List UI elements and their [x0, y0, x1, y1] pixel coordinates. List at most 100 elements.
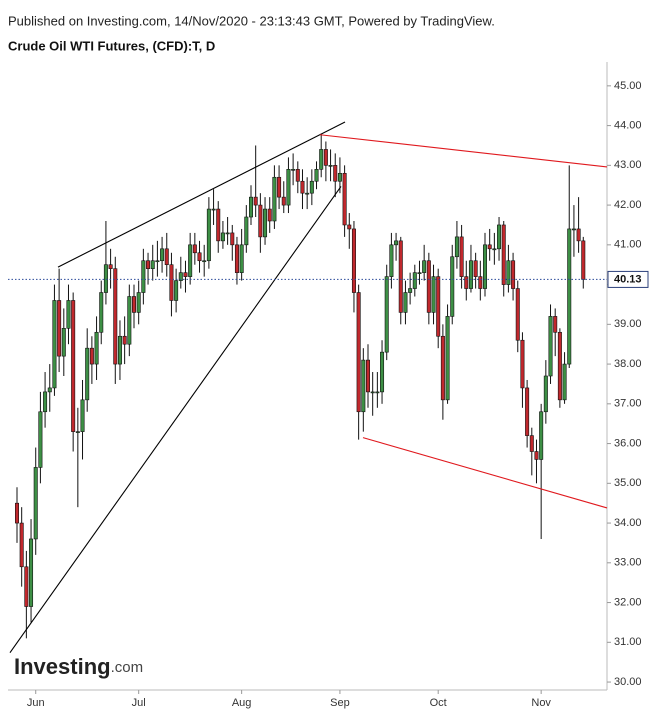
trend-line	[319, 134, 608, 168]
candle-body	[202, 260, 207, 263]
candle-body	[501, 224, 506, 285]
published-line: Published on Investing.com, 14/Nov/2020 …	[8, 13, 495, 28]
candle-body	[249, 196, 254, 218]
candle-body	[581, 240, 586, 280]
candle-body	[548, 316, 553, 377]
candle-body	[309, 180, 314, 194]
candle-body	[417, 272, 422, 274]
candle-body	[206, 208, 211, 262]
candle-body	[197, 252, 202, 262]
candle-body	[85, 347, 90, 401]
candle-body	[19, 522, 24, 568]
candle-body	[506, 260, 511, 285]
candle-body	[178, 272, 183, 281]
candle-body	[450, 256, 455, 317]
candle-body	[220, 232, 225, 242]
candle-body	[403, 292, 408, 313]
candle-body	[192, 244, 197, 254]
candle-body	[520, 339, 525, 389]
candle-body	[356, 292, 361, 413]
candle-body	[525, 387, 530, 436]
last-price-label: 40.13	[614, 273, 642, 285]
x-tick-label: Jun	[27, 697, 45, 709]
candle-body	[66, 300, 71, 329]
x-tick-label: Aug	[232, 697, 252, 709]
candle-body	[286, 169, 291, 206]
candle-body	[113, 268, 118, 365]
candle-body	[258, 204, 263, 238]
y-tick-label: 42.00	[614, 199, 642, 211]
candle-body	[515, 288, 520, 341]
candle-body	[351, 228, 356, 293]
candle-body	[534, 451, 539, 460]
candle-body	[412, 272, 417, 289]
candle-body	[155, 260, 160, 263]
trend-line	[9, 186, 342, 653]
candle-body	[160, 248, 165, 262]
candle-body	[543, 375, 548, 413]
candle-body	[29, 538, 34, 607]
candle-body	[272, 176, 277, 222]
candle-body	[99, 292, 104, 333]
candle-body	[169, 264, 174, 301]
candle-body	[333, 165, 338, 182]
y-tick-label: 37.00	[614, 398, 642, 410]
candle-body	[408, 288, 413, 293]
candle-body	[557, 331, 562, 401]
chart-title: Crude Oil WTI Futures, (CFD):T, D	[8, 38, 215, 53]
candle-body	[127, 296, 132, 345]
x-tick-label: Oct	[430, 697, 447, 709]
candle-body	[454, 236, 459, 258]
trend-line	[362, 437, 608, 509]
y-tick-label: 33.00	[614, 557, 642, 569]
trend-line	[57, 121, 346, 268]
candle-body	[89, 347, 94, 365]
candle-body	[61, 328, 66, 357]
candle-body	[103, 264, 108, 293]
logo: Investing.com	[14, 654, 143, 679]
candle-body	[567, 228, 572, 365]
candle-body	[132, 296, 137, 313]
y-tick-label: 36.00	[614, 437, 642, 449]
candle-body	[230, 232, 235, 246]
candle-body	[108, 264, 113, 269]
candle-body	[319, 149, 324, 170]
candle-body	[75, 431, 80, 433]
candle-body	[492, 248, 497, 251]
candle-body	[328, 165, 333, 167]
candle-body	[389, 244, 394, 277]
candle-body	[117, 335, 122, 365]
candle-body	[305, 192, 310, 195]
candle-body	[253, 196, 258, 206]
candle-body	[384, 276, 389, 353]
y-tick-label: 31.00	[614, 636, 642, 648]
candle-body	[365, 359, 370, 393]
candle-body	[188, 244, 193, 277]
candle-body	[323, 149, 328, 166]
candle-body	[300, 180, 305, 194]
candle-body	[183, 272, 188, 277]
y-tick-label: 39.00	[614, 318, 642, 330]
candle-body	[291, 169, 296, 171]
candle-body	[553, 316, 558, 333]
candle-body	[234, 244, 239, 273]
candle-body	[263, 208, 268, 238]
candle-body	[562, 363, 567, 401]
candle-body	[394, 240, 399, 246]
y-tick-label: 38.00	[614, 358, 642, 370]
candle-body	[94, 331, 99, 365]
candle-body	[342, 172, 347, 226]
candle-body	[80, 399, 85, 432]
candle-body	[244, 216, 249, 246]
y-tick-label: 35.00	[614, 477, 642, 489]
candle-body	[464, 276, 469, 289]
candle-body	[225, 232, 230, 235]
y-tick-label: 34.00	[614, 517, 642, 529]
candle-body	[497, 224, 502, 250]
candle-body	[146, 260, 151, 269]
candle-body	[47, 387, 52, 393]
x-tick-label: Nov	[531, 697, 551, 709]
candle-body	[295, 169, 300, 182]
candle-body	[281, 196, 286, 206]
candle-body	[487, 244, 492, 250]
